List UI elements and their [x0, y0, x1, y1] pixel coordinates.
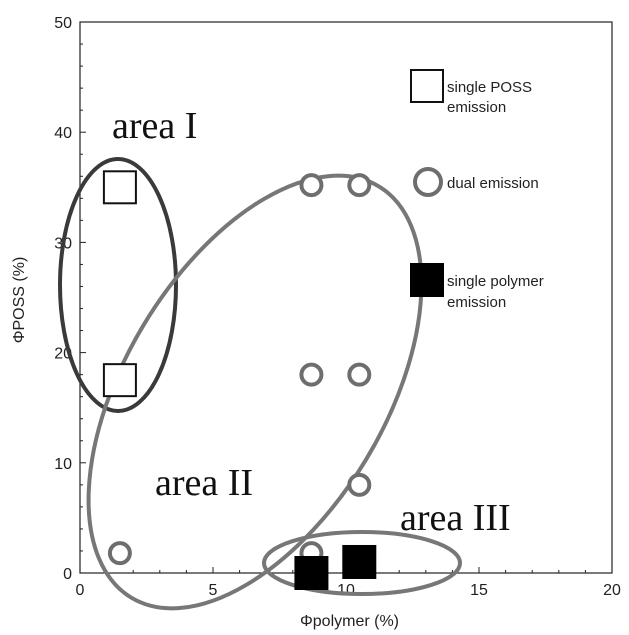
x-tick-label: 20: [603, 582, 621, 599]
legend-label-single-poss-1: single POSS: [447, 79, 532, 96]
legend: single POSS emission dual emission singl…: [410, 69, 544, 311]
x-tick-label: 10: [337, 582, 355, 599]
y-tick-label: 40: [54, 125, 72, 142]
legend-label-single-polymer-1: single polymer: [447, 273, 544, 290]
y-tick-label: 0: [63, 566, 72, 583]
area-i-ellipse: [58, 157, 178, 413]
data-point: [102, 170, 137, 205]
data-point: [299, 173, 324, 198]
legend-label-single-polymer-2: emission: [447, 294, 506, 311]
x-tick-label: 5: [209, 582, 218, 599]
data-point: [294, 556, 329, 590]
data-point: [107, 541, 132, 566]
data-point: [347, 472, 372, 497]
x-axis-title: Φpolymer (%): [300, 613, 399, 630]
area-ii-ellipse: [86, 173, 424, 611]
legend-marker-dual: [413, 167, 443, 197]
data-point: [347, 362, 372, 387]
area-ii-label: area II: [155, 462, 253, 504]
legend-label-dual: dual emission: [447, 175, 539, 192]
x-tick-label: 15: [470, 582, 488, 599]
data-point: [299, 362, 324, 387]
data-point: [342, 544, 377, 579]
y-tick-label: 10: [54, 456, 72, 473]
area-iii-ellipse: [262, 530, 462, 596]
y-axis-title: ΦPOSS (%): [11, 257, 28, 344]
area-i-label: area I: [112, 105, 197, 147]
legend-marker-single-poss: [410, 69, 444, 103]
data-point: [102, 363, 137, 398]
x-tick-label: 0: [76, 582, 85, 599]
data-points: [102, 170, 377, 590]
legend-marker-single-polymer: [410, 263, 444, 297]
area-iii-label: area III: [400, 497, 511, 539]
data-point: [347, 173, 372, 198]
legend-label-single-poss-2: emission: [447, 99, 506, 116]
y-tick-label: 50: [54, 15, 72, 32]
